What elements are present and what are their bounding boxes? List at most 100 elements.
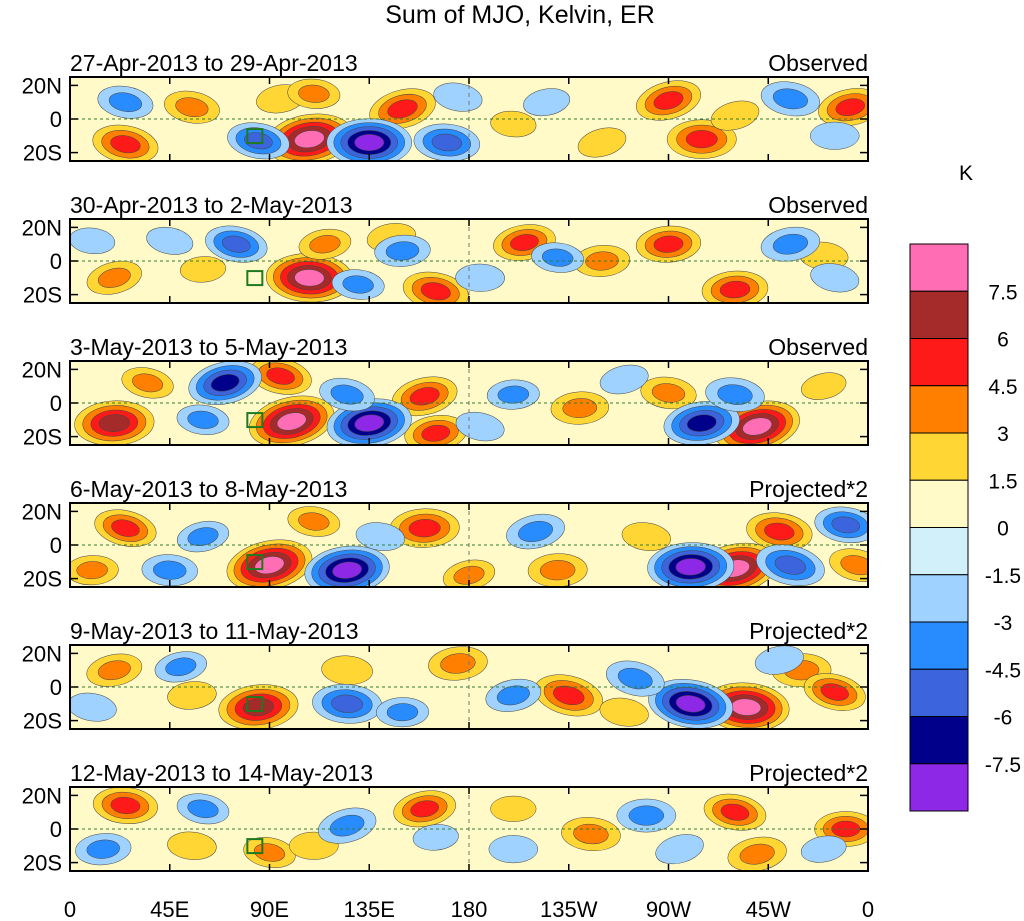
warm-anomaly: [640, 376, 697, 410]
x-tick-label: 90E: [250, 897, 289, 921]
warm-anomaly: [621, 522, 671, 551]
colorbar-swatch: [909, 621, 969, 670]
anomaly-field: [92, 78, 868, 161]
cold-anomaly: [326, 118, 413, 161]
warm-anomaly: [701, 270, 769, 303]
warm-anomaly: [801, 372, 847, 400]
cold-anomaly: [374, 234, 431, 267]
y-tick-label: 0: [50, 533, 62, 558]
colorbar-swatch: [909, 243, 969, 292]
warm-anomaly: [666, 119, 737, 159]
cold-anomaly: [146, 226, 194, 255]
warm-anomaly: [92, 787, 158, 824]
colorbar-swatch: [909, 668, 969, 717]
panel-kind: Projected*2: [749, 476, 868, 502]
colorbar-label: 6: [997, 329, 1009, 352]
cold-anomaly: [754, 645, 804, 675]
warm-anomaly: [490, 110, 537, 138]
warm-anomaly: [534, 674, 603, 717]
panel-date-range: 6-May-2013 to 8-May-2013: [70, 476, 347, 502]
colorbar-label: -1.5: [985, 565, 1021, 588]
colorbar-label: 1.5: [988, 470, 1017, 493]
colorbar-label: -3: [994, 612, 1013, 635]
warm-anomaly: [527, 553, 588, 587]
cold-anomaly: [506, 513, 565, 550]
x-tick-label: 180: [451, 897, 488, 921]
cold-anomaly: [531, 242, 585, 273]
cold-anomaly: [647, 542, 735, 587]
cold-anomaly: [800, 835, 847, 863]
colorbar-swatch: [909, 338, 969, 387]
warm-anomaly: [70, 555, 119, 586]
colorbar-units: K: [959, 162, 973, 185]
warm-anomaly: [167, 831, 217, 860]
panel-kind: Projected*2: [749, 760, 868, 786]
colorbar-swatch: [909, 479, 969, 528]
colorbar-swatch: [909, 763, 969, 812]
cold-anomaly: [814, 506, 868, 544]
warm-anomaly: [577, 127, 627, 158]
cold-anomaly: [312, 683, 382, 724]
warm-anomaly: [402, 271, 469, 303]
colorbar-swatch: [909, 716, 969, 765]
y-tick-label: 0: [50, 249, 62, 274]
cold-anomaly: [317, 807, 377, 844]
cold-anomaly: [455, 411, 505, 442]
warm-anomaly: [746, 512, 813, 551]
warm-anomaly: [86, 653, 143, 687]
anomaly-field: [70, 223, 860, 303]
x-tick-label: 45E: [150, 897, 189, 921]
cold-anomaly: [756, 544, 825, 586]
colorbar-label: -4.5: [985, 659, 1021, 682]
cold-anomaly: [655, 834, 704, 865]
warm-anomaly: [803, 673, 866, 711]
colorbar-label: -7.5: [985, 754, 1021, 777]
y-tick-label: 20S: [23, 283, 62, 308]
cold-anomaly: [75, 833, 132, 866]
warm-anomaly: [167, 681, 217, 710]
warm-anomaly: [703, 793, 767, 831]
y-tick-label: 20N: [22, 357, 62, 382]
x-axis: 0 45E 90E 135E 180 135W 90W 45W 0: [64, 897, 874, 921]
x-tick-label: 90W: [646, 897, 691, 921]
cold-anomaly: [488, 835, 539, 864]
cold-anomaly: [176, 404, 230, 435]
colorbar-swatch: [909, 527, 969, 576]
cold-anomaly: [599, 364, 649, 395]
x-tick-label: 45W: [746, 897, 791, 921]
anomaly-field: [74, 361, 847, 445]
panel-kind: Observed: [768, 192, 868, 218]
warm-anomaly: [490, 795, 537, 822]
warm-anomaly: [369, 88, 436, 130]
warm-anomaly: [94, 509, 157, 547]
colorbar-swatch: [909, 385, 969, 434]
warm-anomaly: [287, 506, 341, 537]
panel-4: 20N 0 20S 6-May-2013 to 8-May-2013 Projected…: [22, 476, 869, 592]
cold-anomaly: [486, 379, 540, 410]
warm-anomaly: [243, 837, 296, 868]
cold-anomaly: [616, 798, 677, 833]
cold-anomaly: [413, 123, 480, 161]
colorbar-swatch: [909, 290, 969, 339]
warm-anomaly: [179, 256, 227, 283]
cold-anomaly: [412, 824, 459, 851]
warm-anomaly: [550, 391, 609, 425]
colorbar-label: 7.5: [988, 281, 1017, 304]
reference-box: [246, 838, 264, 855]
panel-kind: Projected*2: [749, 618, 868, 644]
cold-anomaly: [648, 679, 734, 729]
x-tick-label: 135W: [540, 897, 598, 921]
y-tick-label: 20S: [23, 425, 62, 450]
cold-anomaly: [760, 226, 821, 262]
panel-6: 20N 0 20S 12-May-2013 to 14-May-2013 Project…: [22, 760, 869, 876]
warm-anomaly: [636, 80, 701, 121]
cold-anomaly: [176, 520, 230, 553]
panel-date-range: 9-May-2013 to 11-May-2013: [70, 618, 359, 644]
reference-box: [246, 554, 264, 571]
reference-box: [246, 412, 264, 429]
anomaly-field: [75, 787, 868, 871]
warm-anomaly: [599, 697, 649, 727]
x-tick-label: 0: [64, 897, 76, 921]
warm-anomaly: [164, 90, 220, 124]
